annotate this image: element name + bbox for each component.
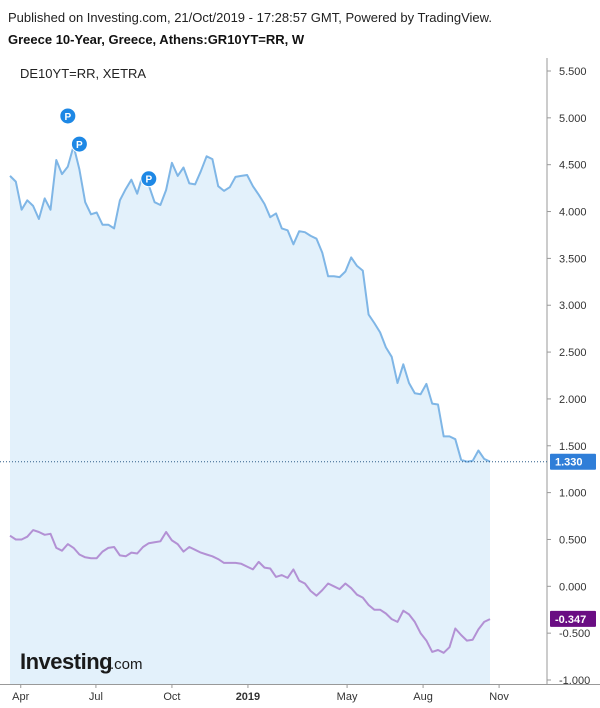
greece-last-value-badge: 1.330 [550, 453, 596, 470]
y-tick-label: -1.000 [559, 675, 590, 687]
published-caption: Published on Investing.com, 21/Oct/2019 … [8, 10, 492, 25]
y-tick-label: 1.500 [559, 441, 587, 453]
y-tick-label: 2.000 [559, 394, 587, 406]
y-tick-label: 3.000 [559, 300, 587, 312]
event-marker-dot[interactable] [70, 135, 88, 153]
logo-suffix-text: .com [110, 656, 143, 673]
badge-bg [550, 610, 596, 627]
germany-last-value-badge: -0.347 [550, 610, 596, 627]
last-value-badges-layer: 1.330 -0.347 [550, 453, 596, 627]
event-markers-layer: P P P [59, 107, 158, 188]
logo-brand-text: Investing [20, 649, 112, 674]
x-tick-label: May [337, 691, 358, 703]
y-tick-label: 5.500 [559, 66, 587, 78]
y-tick-label: 5.000 [559, 113, 587, 125]
event-marker-label: P [76, 140, 83, 151]
x-tick-label: Jul [89, 691, 103, 703]
event-marker-dot[interactable] [59, 107, 77, 125]
series-lines-layer [0, 145, 547, 654]
germany-series-line[interactable] [9, 529, 491, 654]
greece-area-fill [10, 146, 490, 684]
badge-value: 1.330 [555, 457, 583, 469]
event-marker[interactable]: P [70, 135, 88, 153]
event-marker-label: P [145, 175, 152, 186]
event-marker-label: P [64, 112, 71, 123]
y-tick-label: 4.000 [559, 207, 587, 219]
y-tick-label: 2.500 [559, 347, 587, 359]
x-tick-label: Oct [163, 691, 180, 703]
y-tick-label: 0.000 [559, 581, 587, 593]
compare-series-legend: DE10YT=RR, XETRA [20, 66, 146, 81]
x-tick-label: 2019 [236, 691, 260, 703]
y-tick-label: 4.500 [559, 160, 587, 172]
y-tick-label: 1.000 [559, 488, 587, 500]
x-tick-label: Aug [413, 691, 433, 703]
chart-title: Greece 10-Year, Greece, Athens:GR10YT=RR… [8, 32, 305, 47]
y-tick-label: 3.500 [559, 253, 587, 265]
event-marker[interactable]: P [59, 107, 77, 125]
y-tick-label: 0.500 [559, 534, 587, 546]
y-tick-label: -0.500 [559, 628, 590, 640]
badge-bg [550, 453, 596, 470]
badge-value: -0.347 [555, 614, 586, 626]
greece-series-line[interactable] [9, 145, 491, 463]
investing-logo: Investing .com [20, 649, 143, 674]
greece-area-fill-layer [10, 146, 490, 684]
axis-layer: 5.500 5.000 4.500 4.000 3.500 3.000 2.500 2.000… [0, 58, 600, 703]
x-tick-label: Nov [489, 691, 509, 703]
x-tick-label: Apr [12, 691, 29, 703]
event-marker-dot[interactable] [140, 170, 158, 188]
event-marker[interactable]: P [140, 170, 158, 188]
